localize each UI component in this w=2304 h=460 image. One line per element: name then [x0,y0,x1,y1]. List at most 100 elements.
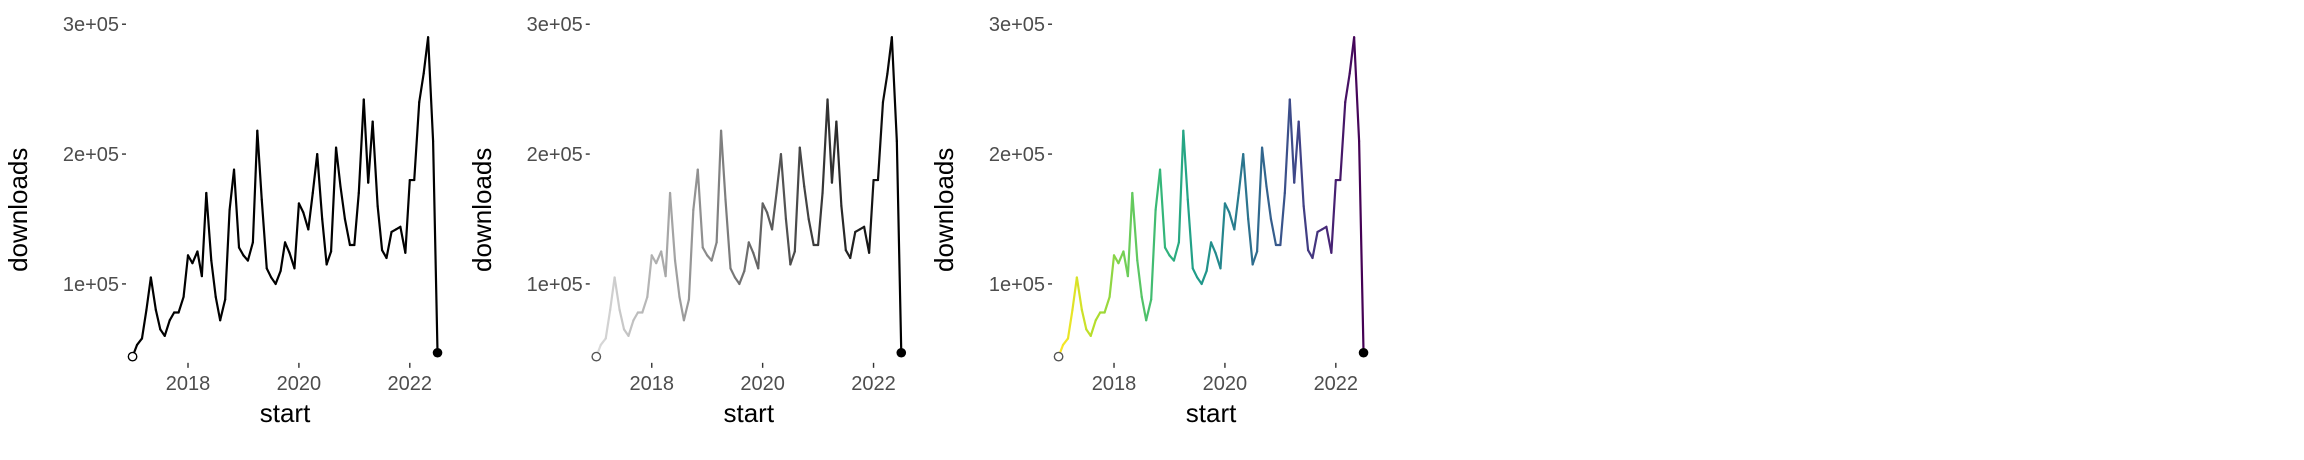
series-line-segment [219,298,227,322]
series-line-segment [738,269,746,286]
series-line-segment [385,230,393,260]
series-line-segment [826,98,834,184]
series-line-segment [1145,298,1153,322]
series-line-segment [1205,241,1213,273]
series-line-segment [228,168,236,212]
series-line-segment [367,120,374,184]
series-line-segment [274,269,282,286]
series-line-segment [868,178,875,254]
series-line-segment [1223,202,1231,214]
series-line-segment [895,139,903,354]
series-line-segment [232,168,241,249]
x-axis-title: start [723,398,774,428]
series-line-segment [1131,191,1139,262]
series-line-segment [246,241,254,262]
chart-panel-viridis-gradient: 1e+05 2e+05 3e+05 2018 2020 2022 start download… [929,14,1369,428]
series-line-segment [224,208,231,301]
series-line-segment [646,254,653,299]
series-line-segment [1066,308,1074,340]
chart-panel-black: 1e+05 2e+05 3e+05 2018 2020 2022 start download… [3,14,443,428]
y-tick-label: 3e+05 [63,14,119,36]
series-line-segment [1251,250,1259,266]
series-line-segment [293,202,301,270]
x-tick-label: 2022 [1314,373,1359,395]
series-line-segment [353,191,360,247]
series-line-segment [1172,241,1180,262]
series-line-segment [687,208,695,301]
series-line-segment [339,185,347,221]
series-line-segment [371,120,379,208]
series-line-segment [1247,217,1254,266]
series-line-segment [761,202,769,214]
series-line-segment [154,308,162,331]
y-axis-title: downloads [929,148,959,272]
series-line-segment [775,152,783,195]
series-line-segment [149,276,157,311]
series-line-segment [1112,254,1120,265]
series-line-segment [210,259,217,299]
series-line-segment [1297,120,1305,208]
x-tick-label: 2020 [1203,373,1248,395]
series-line-segment [1209,241,1217,254]
series-line-segment [627,319,635,337]
series-line-segment [200,191,208,278]
series-line-segment [205,191,213,262]
series-line-segment [145,276,152,311]
series-line-segment [279,241,287,273]
series-line-segment [1228,211,1236,231]
series-line-segment [747,241,755,254]
series-line-segment [1117,250,1125,265]
series-line-segment [890,36,898,143]
series-line-segment [168,311,176,322]
series-line-segment [1242,152,1250,221]
x-axis-title: start [260,398,311,428]
series-line-segment [316,152,324,221]
series-line-segment [321,217,328,266]
series-line-segment [1177,129,1185,244]
series-line-segment [1265,185,1273,221]
series-line-segment [1200,269,1208,286]
series-line-segment [177,295,185,314]
y-tick-label: 2e+05 [989,144,1045,166]
y-tick-label: 3e+05 [527,14,583,36]
series-line-segment [329,146,338,253]
series-line-segment [650,254,658,265]
series-line-segment [1233,191,1240,231]
series-line-segment [1358,139,1365,354]
series-line-segment [1269,217,1278,247]
series-line-segment [1163,246,1171,257]
chart-panel-gray-gradient: 1e+05 2e+05 3e+05 2018 2020 2022 start download… [467,14,907,428]
series-line-segment [418,72,425,104]
series-line-segment [1311,230,1319,260]
series-line-segment [404,178,411,254]
series-line-segment [431,139,439,354]
series-line-segment [1260,146,1268,188]
series-line-segment [1094,311,1102,322]
series-line-segment [673,259,681,299]
series-line-segment [163,319,171,337]
y-tick-label: 1e+05 [527,274,583,296]
series-line-segment [191,250,199,265]
series-line-segment [599,337,607,347]
series-line-segment [413,101,421,182]
series-line-segment [743,241,750,273]
series-line-segment [265,267,273,279]
series-line-segment [835,120,843,208]
series-line-segment [613,276,621,311]
x-axis-title: start [1186,398,1237,428]
x-tick-label: 2020 [740,373,785,395]
start-point-marker [127,351,138,362]
series-line-segment [1075,276,1083,311]
end-point-marker [896,347,907,358]
series-line-segment [297,202,305,214]
series-line-segment [1103,295,1111,314]
series-line-segment [1126,191,1134,278]
series-line-segment [362,98,370,184]
y-axis-title: downloads [3,148,33,272]
x-tick-label: 2022 [851,373,896,395]
series-line-segment [1089,319,1097,337]
series-line-segment [256,129,263,201]
x-tick-label: 2018 [1092,373,1137,395]
series-line-segment [770,191,778,231]
